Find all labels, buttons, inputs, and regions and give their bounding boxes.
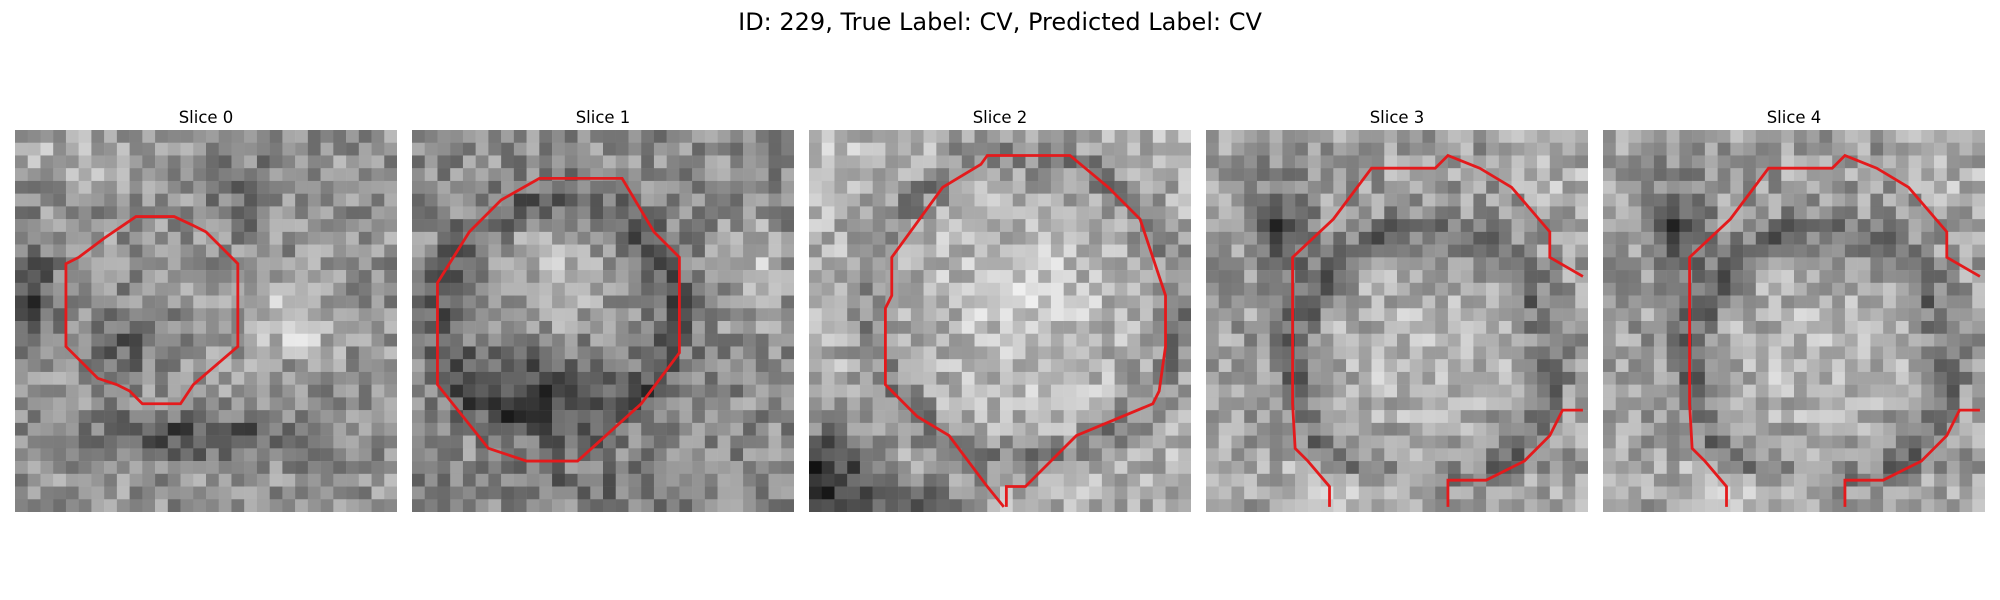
slice-image-0: [15, 130, 397, 512]
segmentation-contour: [1688, 153, 1981, 507]
slice-title-2: Slice 2: [972, 108, 1028, 127]
slice-panel-4: Slice 4: [1603, 106, 1985, 512]
segmentation-contour: [1291, 153, 1584, 507]
slice-title-0: Slice 0: [178, 108, 234, 127]
slice-image-3: [1206, 130, 1588, 512]
slice-image-2: [809, 130, 1191, 512]
slice-title-3: Slice 3: [1369, 108, 1425, 127]
slice-panel-0: Slice 0: [15, 106, 397, 512]
slice-image-4: [1603, 130, 1985, 512]
slice-title-1: Slice 1: [575, 108, 631, 127]
slice-title-4: Slice 4: [1766, 108, 1822, 127]
segmentation-contour: [883, 154, 1167, 508]
slice-panel-2: Slice 2: [809, 106, 1191, 512]
slice-panel-3: Slice 3: [1206, 106, 1588, 512]
segmentation-contour: [64, 215, 240, 406]
slice-image-1: [412, 130, 794, 512]
figure-title: ID: 229, True Label: CV, Predicted Label…: [738, 8, 1262, 36]
segmentation-contour: [436, 176, 681, 463]
slice-panel-1: Slice 1: [412, 106, 794, 512]
